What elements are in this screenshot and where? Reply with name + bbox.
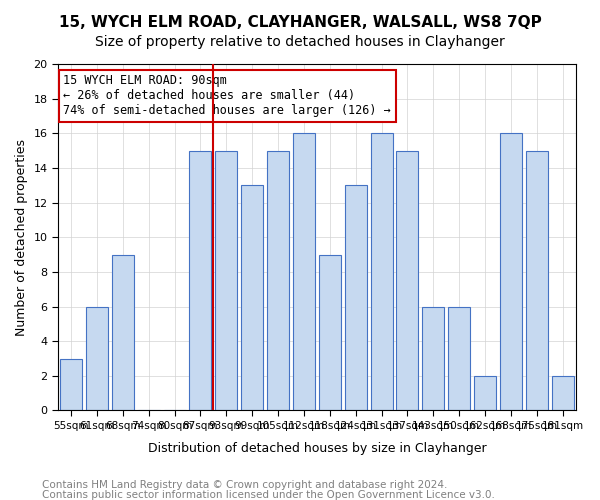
Bar bbox=[267, 150, 289, 410]
Bar bbox=[397, 150, 418, 410]
Bar bbox=[551, 376, 574, 410]
Bar bbox=[526, 150, 548, 410]
Bar bbox=[422, 306, 444, 410]
Text: 15, WYCH ELM ROAD, CLAYHANGER, WALSALL, WS8 7QP: 15, WYCH ELM ROAD, CLAYHANGER, WALSALL, … bbox=[59, 15, 541, 30]
Bar bbox=[86, 306, 108, 410]
Bar bbox=[215, 150, 237, 410]
Bar bbox=[241, 186, 263, 410]
Bar bbox=[190, 150, 211, 410]
Bar bbox=[60, 358, 82, 410]
Text: Contains HM Land Registry data © Crown copyright and database right 2024.: Contains HM Land Registry data © Crown c… bbox=[42, 480, 448, 490]
Text: Contains public sector information licensed under the Open Government Licence v3: Contains public sector information licen… bbox=[42, 490, 495, 500]
Bar bbox=[474, 376, 496, 410]
Bar bbox=[500, 134, 522, 410]
Bar bbox=[344, 186, 367, 410]
Bar bbox=[448, 306, 470, 410]
Bar bbox=[319, 254, 341, 410]
Bar bbox=[293, 134, 315, 410]
X-axis label: Distribution of detached houses by size in Clayhanger: Distribution of detached houses by size … bbox=[148, 442, 486, 455]
Text: 15 WYCH ELM ROAD: 90sqm
← 26% of detached houses are smaller (44)
74% of semi-de: 15 WYCH ELM ROAD: 90sqm ← 26% of detache… bbox=[63, 74, 391, 118]
Y-axis label: Number of detached properties: Number of detached properties bbox=[15, 138, 28, 336]
Bar bbox=[371, 134, 392, 410]
Text: Size of property relative to detached houses in Clayhanger: Size of property relative to detached ho… bbox=[95, 35, 505, 49]
Bar bbox=[112, 254, 134, 410]
